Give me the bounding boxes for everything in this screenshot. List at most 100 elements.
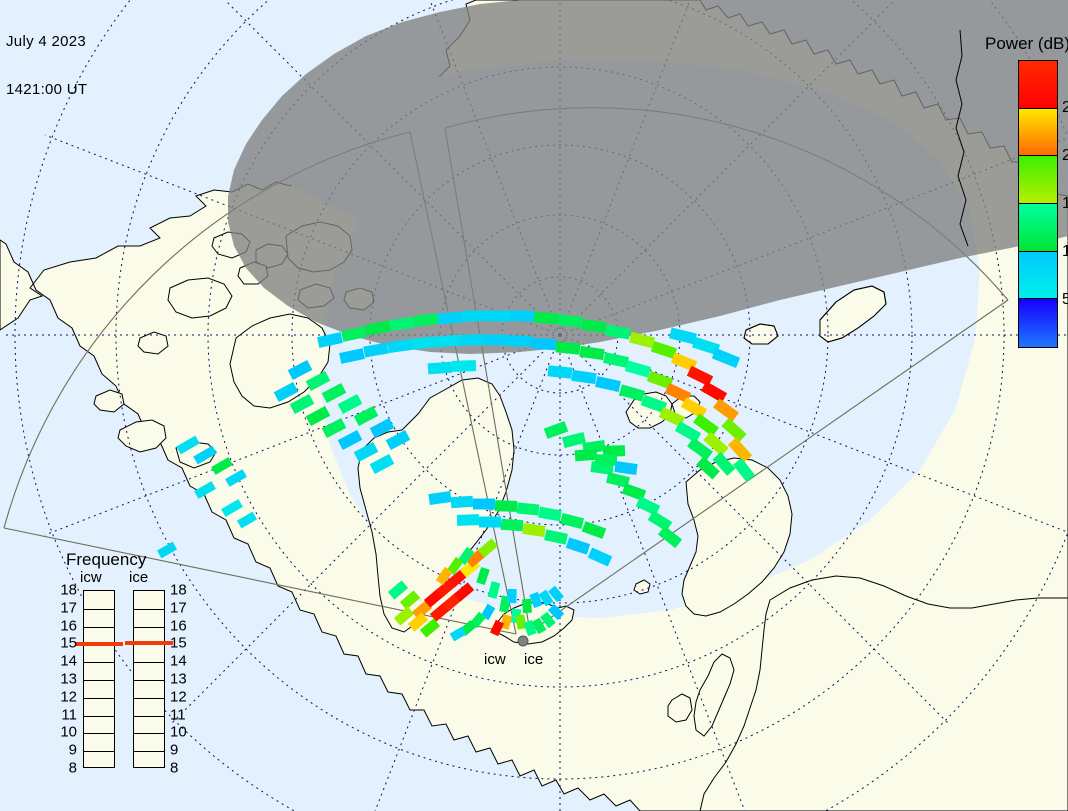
backscatter-cell [602, 445, 626, 457]
backscatter-cell [587, 547, 613, 567]
land-arctic-island-h [93, 389, 125, 413]
backscatter-cell [581, 318, 607, 334]
colorbar-label-15: 15 [1062, 195, 1068, 212]
backscatter-cell [337, 429, 363, 451]
frequency-axis-label-right-8: 8 [170, 759, 179, 777]
colorbar-title: Power (dB) [985, 34, 1068, 53]
frequency-axis-label-right-11: 11 [170, 706, 186, 724]
backscatter-cell [487, 581, 501, 599]
frequency-axis-label-left-17: 17 [60, 599, 77, 617]
backscatter-cell [614, 461, 638, 475]
land-arctic-island-i [137, 331, 169, 355]
land-ireland [667, 693, 693, 723]
frequency-tick-10 [134, 733, 164, 735]
frequency-tick-11 [84, 715, 114, 717]
backscatter-cell [479, 516, 501, 528]
land-europe-russia [699, 575, 1068, 811]
backscatter-cell [289, 393, 315, 415]
frequency-axis-label-left-13: 13 [60, 670, 77, 688]
backscatter-cell [547, 603, 565, 621]
backscatter-cell [211, 457, 233, 475]
backscatter-cell [156, 541, 178, 559]
frequency-axis-label-left-16: 16 [60, 617, 77, 635]
backscatter-cell [427, 361, 453, 375]
backscatter-cell [387, 580, 409, 600]
backscatter-cell [369, 417, 395, 439]
backscatter-cell [321, 417, 347, 439]
backscatter-cell [353, 405, 379, 427]
frequency-tick-15 [134, 644, 164, 646]
backscatter-cell [494, 500, 518, 512]
backscatter-cell [499, 614, 513, 630]
backscatter-cell [686, 365, 714, 387]
backscatter-cell [461, 310, 487, 322]
backscatter-cell [664, 382, 692, 404]
backscatter-cell [605, 324, 631, 340]
backscatter-cell [411, 336, 437, 350]
frequency-marker-icw [75, 642, 123, 647]
backscatter-cell [507, 588, 517, 604]
backscatter-cell [393, 606, 415, 626]
colorbar-label-20: 20 [1062, 147, 1068, 164]
backscatter-cell [712, 452, 736, 476]
colorbar [1018, 60, 1058, 348]
backscatter-cell [486, 310, 510, 322]
frequency-tick-9 [134, 751, 164, 753]
backscatter-cell [540, 611, 556, 629]
frequency-tick-17 [134, 608, 164, 610]
backscatter-cell [529, 591, 543, 609]
backscatter-cell [522, 523, 546, 537]
backscatter-cell [317, 332, 343, 348]
backscatter-cell [538, 506, 562, 522]
backscatter-cell [451, 360, 477, 372]
frequency-bar-ice [125, 590, 173, 768]
backscatter-cell [435, 334, 461, 348]
backscatter-cell [647, 510, 673, 532]
backscatter-cell [236, 511, 258, 529]
frequency-axis-label-right-9: 9 [170, 741, 179, 759]
frequency-axis-label-right-12: 12 [170, 688, 187, 706]
backscatter-cell [669, 327, 697, 345]
frequency-tick-14 [134, 662, 164, 664]
backscatter-cell [574, 448, 598, 462]
frequency-tick-16 [84, 626, 114, 628]
backscatter-cell [389, 316, 415, 332]
backscatter-cell [428, 491, 452, 505]
frequency-label-ice: ice [129, 569, 149, 586]
backscatter-cell [500, 518, 524, 532]
frequency-axis-label-left-9: 9 [68, 741, 77, 759]
backscatter-cell [700, 381, 728, 403]
backscatter-cell [711, 348, 741, 368]
frequency-axis-label-left-12: 12 [60, 688, 77, 706]
backscatter-cell [594, 454, 618, 466]
colorbar-gradient [1018, 60, 1058, 348]
frequency-panel-title: Frequency [66, 550, 147, 569]
frequency-marker-ice [125, 640, 173, 645]
backscatter-cell [515, 614, 527, 630]
backscatter-cell [437, 311, 463, 325]
backscatter-cell [693, 413, 719, 437]
frequency-label-icw: icw [80, 569, 102, 586]
map-station-label-icw: icw [484, 651, 506, 668]
backscatter-cell [456, 514, 480, 526]
backscatter-cell [579, 345, 605, 361]
frequency-tick-10 [84, 733, 114, 735]
backscatter-cell [703, 431, 729, 457]
backscatter-cell [449, 626, 467, 642]
backscatter-cell [473, 498, 495, 510]
backscatter-cell [453, 582, 475, 602]
backscatter-cell [489, 619, 505, 637]
backscatter-cell [369, 453, 395, 475]
frequency-bar-icw [75, 590, 123, 768]
colorbar-segment-25-30 [1019, 61, 1057, 109]
backscatter-cell [555, 341, 581, 355]
backscatter-cell [419, 618, 441, 638]
backscatter-cell [341, 326, 367, 342]
backscatter-cell [305, 405, 331, 427]
backscatter-cell [353, 441, 379, 463]
backscatter-cell [559, 513, 585, 529]
colorbar-label-5: 5 [1062, 291, 1068, 308]
backscatter-cell [339, 348, 365, 364]
